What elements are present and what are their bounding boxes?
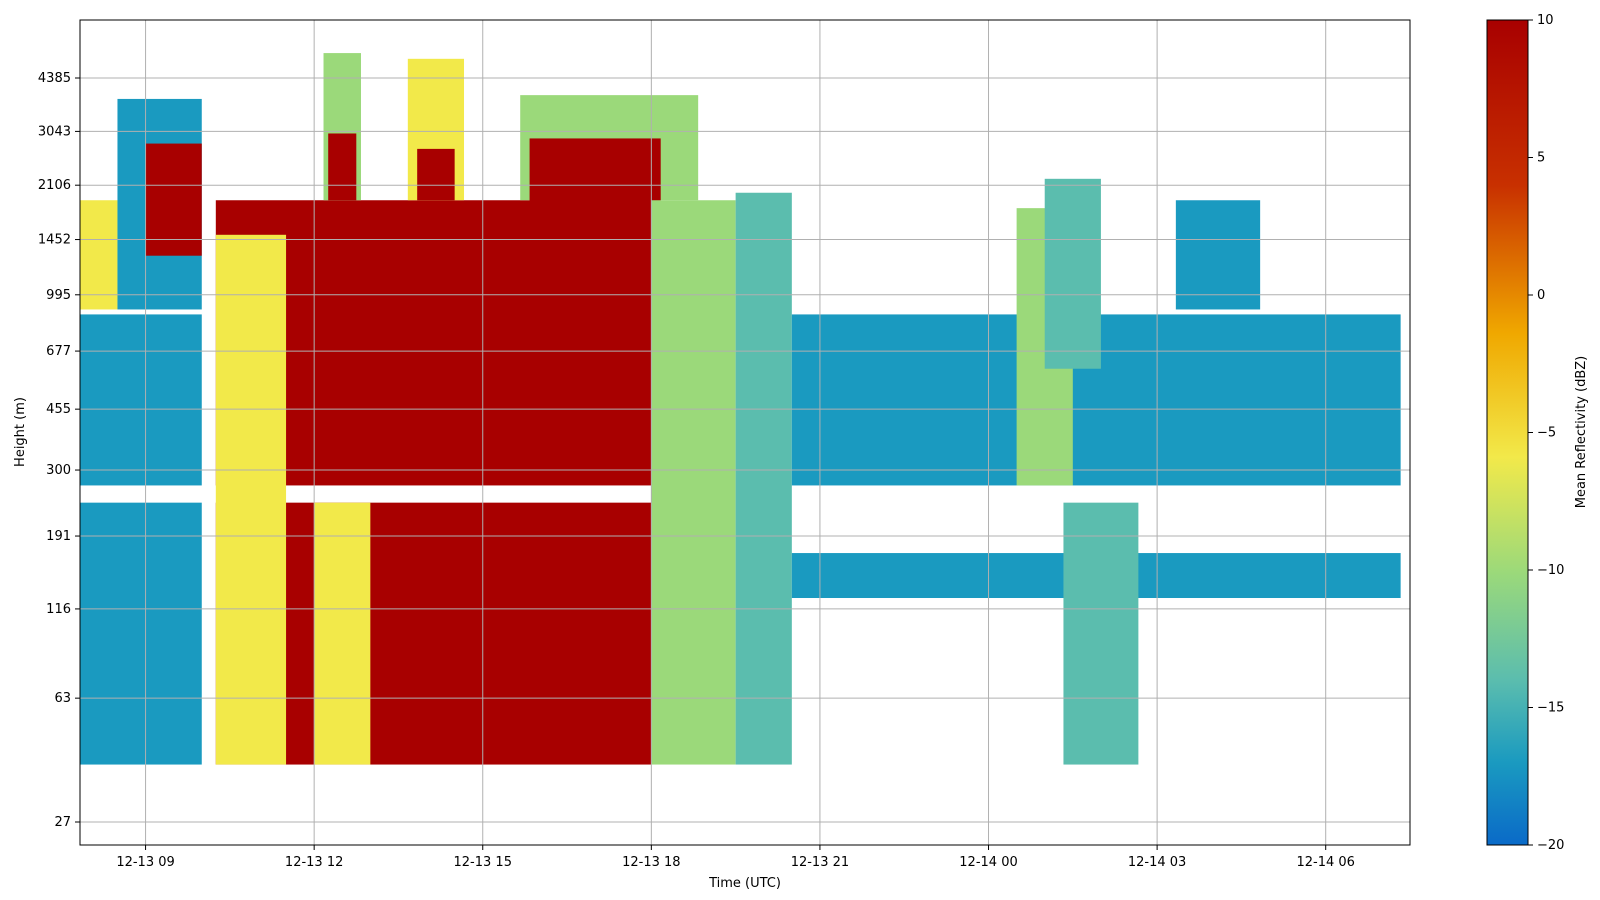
- heatmap-cell-10: [328, 133, 357, 201]
- heatmap-cell-8: [314, 502, 371, 765]
- y-tick-label-10: 3043: [38, 124, 71, 139]
- x-tick-label-1: 12-13 12: [285, 855, 343, 870]
- colorbar-tick-label-5: −15: [1537, 701, 1564, 716]
- x-tick-label-2: 12-13 15: [454, 855, 512, 870]
- y-tick-label-3: 191: [46, 529, 71, 544]
- heatmap-cell-5: [215, 502, 652, 765]
- x-tick-label-3: 12-13 18: [622, 855, 680, 870]
- x-tick-label-5: 12-14 00: [959, 855, 1017, 870]
- y-tick-label-2: 116: [46, 602, 71, 617]
- colorbar-tick-label-2: 0: [1537, 288, 1545, 303]
- colorbar-tick-label-4: −10: [1537, 563, 1564, 578]
- heatmap-cell-1: [80, 314, 202, 486]
- heatmap-cell-21: [1044, 178, 1101, 369]
- colorbar-tick-label-1: 5: [1537, 151, 1545, 166]
- y-tick-label-7: 995: [46, 288, 71, 303]
- colorbar-tick-label-3: −5: [1537, 426, 1556, 441]
- y-axis: 27 63 116 191 300 455 677 995 1452 2106 3043 4385: [38, 71, 80, 830]
- y-tick-label-9: 2106: [38, 178, 71, 193]
- y-tick-label-6: 677: [46, 344, 71, 359]
- heatmap-cell-0: [80, 502, 202, 765]
- heatmap-cell-4: [145, 143, 202, 256]
- y-tick-label-1: 63: [54, 691, 71, 706]
- y-tick-label-0: 27: [54, 815, 71, 830]
- colorbar-ticks: 10 5 0 −5 −10 −15 −20: [1528, 13, 1564, 853]
- heatmap-cell-14: [529, 138, 661, 310]
- x-tick-label-7: 12-14 06: [1296, 855, 1354, 870]
- heatmap-cells: [80, 53, 1401, 765]
- x-tick-label-6: 12-14 03: [1128, 855, 1186, 870]
- heatmap-cell-7: [215, 234, 287, 765]
- heatmap-cell-22: [1175, 200, 1261, 310]
- heatmap-cell-20: [1063, 502, 1139, 765]
- y-tick-label-8: 1452: [38, 233, 71, 248]
- x-tick-label-0: 12-13 09: [116, 855, 174, 870]
- colorbar-tick-label-6: −20: [1537, 838, 1564, 853]
- y-tick-label-11: 4385: [38, 71, 71, 86]
- heatmap-cell-2: [80, 200, 118, 310]
- heatmap-cell-15: [651, 200, 736, 765]
- x-axis: 12-13 09 12-13 12 12-13 15 12-13 18 12-13 21…: [116, 845, 1355, 870]
- y-tick-label-4: 300: [46, 463, 71, 478]
- plot-frame: [79, 19, 1411, 846]
- heatmap-cell-12: [417, 148, 455, 201]
- colorbar-tick-label-0: 10: [1537, 13, 1554, 28]
- y-axis-label: Height (m): [13, 397, 28, 467]
- y-tick-label-5: 455: [46, 402, 71, 417]
- colorbar-label: Mean Reflectivity (dBZ): [1574, 356, 1589, 509]
- heatmap-cell-16: [735, 192, 792, 765]
- x-axis-label: Time (UTC): [708, 876, 781, 891]
- x-tick-label-4: 12-13 21: [791, 855, 849, 870]
- colorbar: [1486, 19, 1529, 846]
- grid-lines: [80, 20, 1410, 845]
